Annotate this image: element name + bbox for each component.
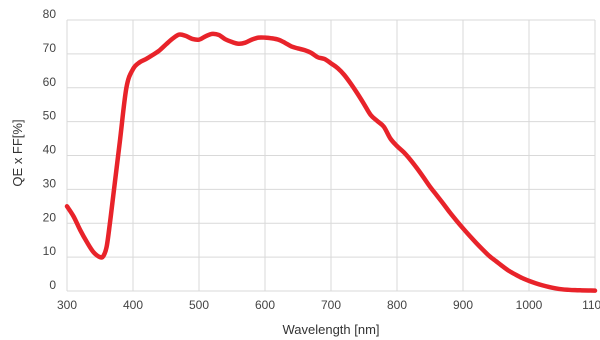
y-axis-title: QE x FF[%] [10,119,25,186]
y-tick-label: 80 [43,7,57,21]
qe-series-line [64,31,598,293]
x-tick-label: 800 [387,298,407,312]
x-tick-label: 500 [189,298,209,312]
y-tick-label: 60 [43,75,57,89]
y-tick-label: 50 [43,109,57,123]
x-axis-title: Wavelength [nm] [282,322,379,337]
y-tick-label: 20 [43,210,57,224]
grid-lines [66,19,596,292]
y-tick-label: 40 [43,143,57,157]
x-tick-label: 400 [123,298,143,312]
y-tick-label: 30 [43,176,57,190]
y-tick-label: 10 [43,244,57,258]
y-tick-label: 70 [43,41,57,55]
series-layer [64,31,598,293]
x-tick-label: 900 [453,298,473,312]
x-tick-label: 700 [321,298,341,312]
x-tick-label: 600 [255,298,275,312]
y-tick-label: 0 [49,278,56,292]
x-tick-label: 300 [57,298,77,312]
x-tick-label: 1000 [516,298,543,312]
